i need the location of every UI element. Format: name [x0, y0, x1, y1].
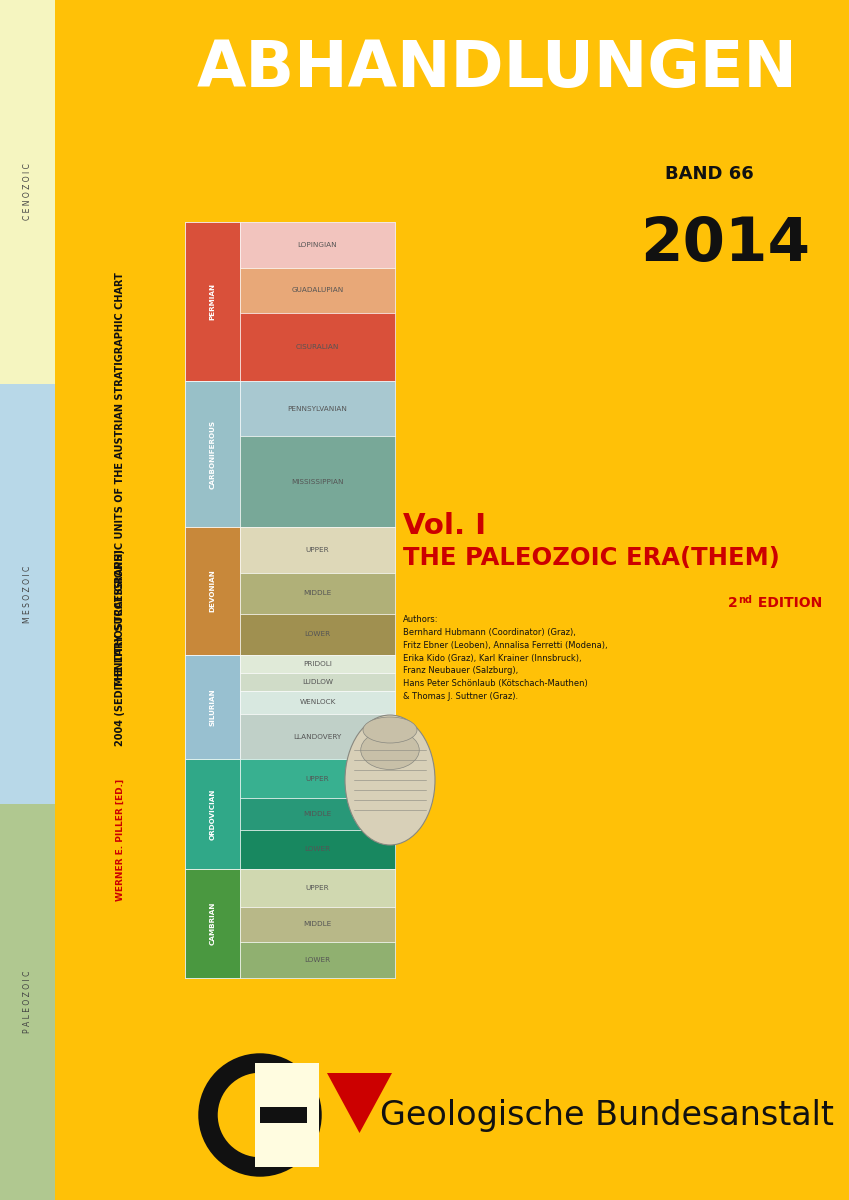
Bar: [185, 869, 240, 978]
Bar: [185, 760, 240, 869]
Text: ABHANDLUNGEN: ABHANDLUNGEN: [197, 38, 798, 100]
Ellipse shape: [345, 715, 435, 845]
Bar: [240, 942, 395, 978]
Bar: [240, 907, 395, 942]
Text: 2014: 2014: [640, 215, 810, 274]
Text: MIDDLE: MIDDLE: [303, 922, 332, 928]
Bar: [240, 830, 395, 869]
Bar: [0, 384, 55, 804]
Text: LUDLOW: LUDLOW: [302, 679, 333, 685]
Bar: [240, 655, 395, 673]
Text: PRIDOLI: PRIDOLI: [303, 661, 332, 667]
Text: PERMIAN: PERMIAN: [210, 283, 216, 320]
Text: Vol. I: Vol. I: [403, 512, 486, 540]
Bar: [240, 222, 395, 268]
Bar: [240, 382, 395, 436]
Text: 2: 2: [728, 596, 738, 610]
Bar: [240, 691, 395, 714]
Text: CISURALIAN: CISURALIAN: [295, 344, 340, 350]
Text: 2004 (SEDIMENTARY SUCCESSIONS): 2004 (SEDIMENTARY SUCCESSIONS): [115, 550, 125, 746]
Text: LOPINGIAN: LOPINGIAN: [298, 241, 337, 247]
Text: M E S O Z O I C: M E S O Z O I C: [23, 565, 31, 623]
Ellipse shape: [361, 731, 419, 769]
Bar: [260, 1106, 307, 1123]
Bar: [185, 222, 240, 382]
Text: MISSISSIPPIAN: MISSISSIPPIAN: [291, 479, 344, 485]
Text: CARBONIFEROUS: CARBONIFEROUS: [210, 420, 216, 488]
Bar: [0, 0, 55, 384]
Text: PENNSYLVANIAN: PENNSYLVANIAN: [288, 406, 347, 412]
Text: LOWER: LOWER: [305, 631, 330, 637]
Text: EDITION: EDITION: [753, 596, 822, 610]
Bar: [185, 527, 240, 655]
Bar: [240, 572, 395, 613]
Text: LLANDOVERY: LLANDOVERY: [294, 733, 341, 739]
Text: GUADALUPIAN: GUADALUPIAN: [291, 287, 344, 293]
Bar: [240, 673, 395, 691]
Text: DEVONIAN: DEVONIAN: [210, 570, 216, 612]
Text: Authors:
Bernhard Hubmann (Coordinator) (Graz),
Fritz Ebner (Leoben), Annalisa F: Authors: Bernhard Hubmann (Coordinator) …: [403, 614, 608, 701]
Text: Geologische Bundesanstalt: Geologische Bundesanstalt: [380, 1098, 834, 1132]
Bar: [255, 1063, 319, 1166]
Bar: [240, 714, 395, 760]
Bar: [240, 436, 395, 527]
Text: UPPER: UPPER: [306, 886, 329, 892]
Text: nd: nd: [738, 595, 752, 605]
Bar: [240, 527, 395, 572]
Text: THE PALEOZOIC ERA(THEM): THE PALEOZOIC ERA(THEM): [403, 546, 780, 570]
Text: UPPER: UPPER: [306, 775, 329, 781]
Text: LOWER: LOWER: [305, 956, 330, 962]
Text: SILURIAN: SILURIAN: [210, 689, 216, 726]
Polygon shape: [327, 1073, 392, 1133]
Bar: [0, 804, 55, 1200]
Text: LOWER: LOWER: [305, 846, 330, 852]
Bar: [185, 382, 240, 527]
Text: WENLOCK: WENLOCK: [300, 700, 335, 706]
Bar: [185, 655, 240, 760]
Text: THE LITHOSTRATIGRAPHIC UNITS OF THE AUSTRIAN STRATIGRAPHIC CHART: THE LITHOSTRATIGRAPHIC UNITS OF THE AUST…: [115, 272, 125, 688]
Bar: [240, 268, 395, 313]
Text: CAMBRIAN: CAMBRIAN: [210, 901, 216, 946]
Ellipse shape: [363, 716, 417, 743]
Text: C E N O Z O I C: C E N O Z O I C: [23, 163, 31, 221]
Bar: [240, 313, 395, 382]
Bar: [240, 613, 395, 655]
Text: P A L E O Z O I C: P A L E O Z O I C: [23, 971, 31, 1033]
Bar: [240, 798, 395, 830]
Bar: [240, 760, 395, 798]
Text: MIDDLE: MIDDLE: [303, 590, 332, 596]
Text: BAND 66: BAND 66: [665, 164, 754, 182]
Text: WERNER E. PILLER [ED.]: WERNER E. PILLER [ED.]: [115, 779, 125, 901]
Text: UPPER: UPPER: [306, 547, 329, 553]
Text: MIDDLE: MIDDLE: [303, 811, 332, 817]
Text: ORDOVICIAN: ORDOVICIAN: [210, 788, 216, 840]
Bar: [185, 222, 395, 978]
Bar: [240, 869, 395, 907]
